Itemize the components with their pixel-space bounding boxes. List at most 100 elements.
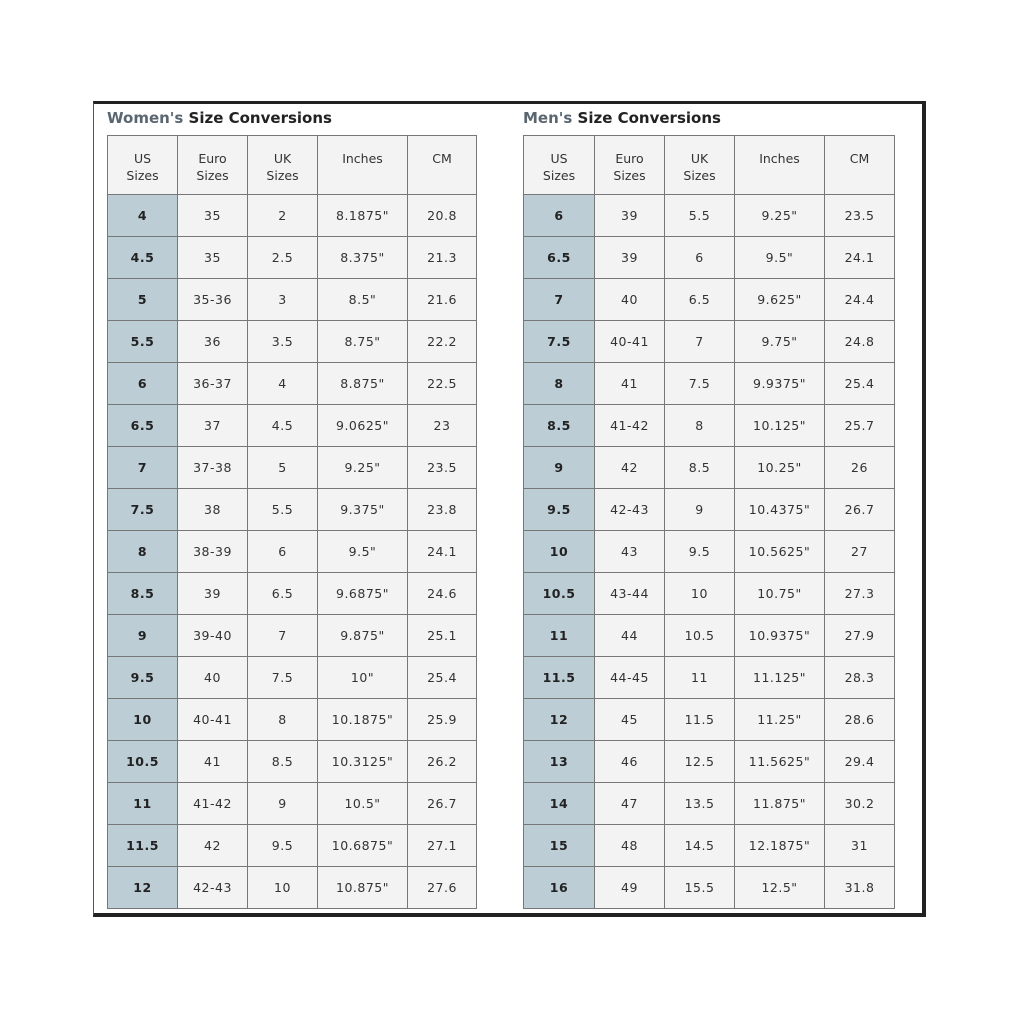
us-size-cell: 7.5 bbox=[107, 488, 178, 531]
euro-size-cell: 40 bbox=[177, 656, 248, 699]
inches-cell: 11.875" bbox=[734, 782, 825, 825]
womens-size-table: US Sizes Euro Sizes UK Sizes Inches CM 4 35 2 8.… bbox=[107, 135, 477, 909]
uk-size-cell: 11 bbox=[664, 656, 735, 699]
euro-size-cell: 37-38 bbox=[177, 446, 248, 489]
table-row: 5.5 36 3.5 8.75" 22.2 bbox=[107, 320, 477, 363]
inches-cell: 10.3125" bbox=[317, 740, 408, 783]
inches-cell: 11.5625" bbox=[734, 740, 825, 783]
column-header: UK Sizes bbox=[664, 135, 735, 195]
us-size-cell: 16 bbox=[523, 866, 595, 909]
column-header: Inches bbox=[734, 135, 825, 195]
table-row: 11.5 42 9.5 10.6875" 27.1 bbox=[107, 824, 477, 867]
cm-cell: 25.1 bbox=[407, 614, 477, 657]
cm-cell: 31 bbox=[824, 824, 895, 867]
cm-cell: 27.3 bbox=[824, 572, 895, 615]
table-row: 12 42-43 10 10.875" 27.6 bbox=[107, 866, 477, 909]
table-row: 12 45 11.5 11.25" 28.6 bbox=[523, 698, 895, 741]
inches-cell: 12.1875" bbox=[734, 824, 825, 867]
inches-cell: 10.875" bbox=[317, 866, 408, 909]
us-size-cell: 6 bbox=[107, 362, 178, 405]
inches-cell: 9.5" bbox=[317, 530, 408, 573]
table-row: 7.5 38 5.5 9.375" 23.8 bbox=[107, 488, 477, 531]
table-row: 10.5 41 8.5 10.3125" 26.2 bbox=[107, 740, 477, 783]
us-size-cell: 8.5 bbox=[523, 404, 595, 447]
table-row: 16 49 15.5 12.5" 31.8 bbox=[523, 866, 895, 909]
inches-cell: 9.0625" bbox=[317, 404, 408, 447]
inches-cell: 10.25" bbox=[734, 446, 825, 489]
table-row: 13 46 12.5 11.5625" 29.4 bbox=[523, 740, 895, 783]
table-row: 10 40-41 8 10.1875" 25.9 bbox=[107, 698, 477, 741]
table-row: 7 40 6.5 9.625" 24.4 bbox=[523, 278, 895, 321]
table-row: 7.5 40-41 7 9.75" 24.8 bbox=[523, 320, 895, 363]
table-row: 10 43 9.5 10.5625" 27 bbox=[523, 530, 895, 573]
uk-size-cell: 5 bbox=[247, 446, 318, 489]
uk-size-cell: 5.5 bbox=[664, 194, 735, 237]
inches-cell: 8.5" bbox=[317, 278, 408, 321]
euro-size-cell: 42 bbox=[594, 446, 665, 489]
euro-size-cell: 39 bbox=[594, 236, 665, 279]
euro-size-cell: 47 bbox=[594, 782, 665, 825]
table-row: 11 44 10.5 10.9375" 27.9 bbox=[523, 614, 895, 657]
table-row: 15 48 14.5 12.1875" 31 bbox=[523, 824, 895, 867]
cm-cell: 26.7 bbox=[824, 488, 895, 531]
uk-size-cell: 4 bbox=[247, 362, 318, 405]
cm-cell: 23.5 bbox=[407, 446, 477, 489]
uk-size-cell: 12.5 bbox=[664, 740, 735, 783]
uk-size-cell: 6.5 bbox=[247, 572, 318, 615]
us-size-cell: 11.5 bbox=[107, 824, 178, 867]
euro-size-cell: 49 bbox=[594, 866, 665, 909]
us-size-cell: 13 bbox=[523, 740, 595, 783]
cm-cell: 25.4 bbox=[407, 656, 477, 699]
inches-cell: 8.75" bbox=[317, 320, 408, 363]
us-size-cell: 14 bbox=[523, 782, 595, 825]
us-size-cell: 15 bbox=[523, 824, 595, 867]
us-size-cell: 11 bbox=[107, 782, 178, 825]
table-row: 8.5 39 6.5 9.6875" 24.6 bbox=[107, 572, 477, 615]
inches-cell: 10.9375" bbox=[734, 614, 825, 657]
uk-size-cell: 15.5 bbox=[664, 866, 735, 909]
cm-cell: 30.2 bbox=[824, 782, 895, 825]
mens-size-table: US Sizes Euro Sizes UK Sizes Inches CM 6 39 5.5… bbox=[523, 135, 895, 909]
inches-cell: 9.75" bbox=[734, 320, 825, 363]
us-size-cell: 7 bbox=[107, 446, 178, 489]
euro-size-cell: 39-40 bbox=[177, 614, 248, 657]
uk-size-cell: 8.5 bbox=[247, 740, 318, 783]
uk-size-cell: 10 bbox=[247, 866, 318, 909]
table-row: 11 41-42 9 10.5" 26.7 bbox=[107, 782, 477, 825]
us-size-cell: 10.5 bbox=[523, 572, 595, 615]
cm-cell: 29.4 bbox=[824, 740, 895, 783]
us-size-cell: 5.5 bbox=[107, 320, 178, 363]
us-size-cell: 8 bbox=[107, 530, 178, 573]
inches-cell: 12.5" bbox=[734, 866, 825, 909]
cm-cell: 24.8 bbox=[824, 320, 895, 363]
uk-size-cell: 7 bbox=[664, 320, 735, 363]
cm-cell: 28.6 bbox=[824, 698, 895, 741]
cm-cell: 25.9 bbox=[407, 698, 477, 741]
cm-cell: 21.6 bbox=[407, 278, 477, 321]
us-size-cell: 8.5 bbox=[107, 572, 178, 615]
euro-size-cell: 36 bbox=[177, 320, 248, 363]
us-size-cell: 4 bbox=[107, 194, 178, 237]
uk-size-cell: 6 bbox=[664, 236, 735, 279]
us-size-cell: 9 bbox=[107, 614, 178, 657]
table-row: 8 38-39 6 9.5" 24.1 bbox=[107, 530, 477, 573]
cm-cell: 26 bbox=[824, 446, 895, 489]
uk-size-cell: 9.5 bbox=[664, 530, 735, 573]
womens-title: Women's Size Conversions bbox=[107, 107, 477, 135]
uk-size-cell: 9.5 bbox=[247, 824, 318, 867]
inches-cell: 10.75" bbox=[734, 572, 825, 615]
inches-cell: 9.875" bbox=[317, 614, 408, 657]
inches-cell: 8.1875" bbox=[317, 194, 408, 237]
uk-size-cell: 2.5 bbox=[247, 236, 318, 279]
euro-size-cell: 42-43 bbox=[177, 866, 248, 909]
us-size-cell: 6.5 bbox=[107, 404, 178, 447]
table-row: 4 35 2 8.1875" 20.8 bbox=[107, 194, 477, 237]
inches-cell: 10.5" bbox=[317, 782, 408, 825]
us-size-cell: 12 bbox=[107, 866, 178, 909]
cm-cell: 24.6 bbox=[407, 572, 477, 615]
euro-size-cell: 44 bbox=[594, 614, 665, 657]
inches-cell: 10.125" bbox=[734, 404, 825, 447]
euro-size-cell: 35 bbox=[177, 236, 248, 279]
title-prefix: Men's bbox=[523, 109, 573, 127]
table-row: 9.5 42-43 9 10.4375" 26.7 bbox=[523, 488, 895, 531]
